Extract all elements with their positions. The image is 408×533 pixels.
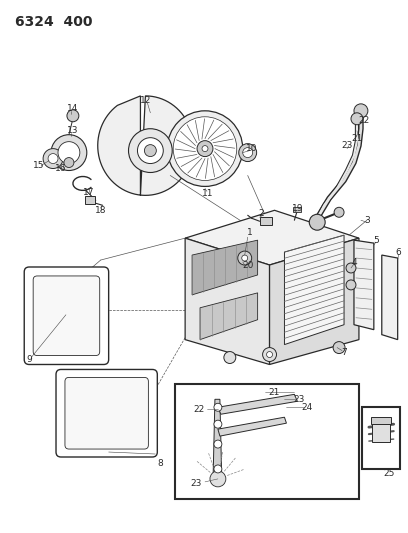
Polygon shape — [284, 235, 344, 345]
Circle shape — [351, 113, 363, 125]
Text: 24: 24 — [302, 403, 313, 412]
FancyBboxPatch shape — [56, 369, 157, 457]
Text: 6324  400: 6324 400 — [15, 15, 93, 29]
Polygon shape — [98, 96, 193, 196]
Polygon shape — [213, 399, 222, 484]
Text: 7: 7 — [341, 348, 347, 357]
Bar — [372, 424, 390, 442]
Bar — [85, 196, 95, 204]
Circle shape — [346, 280, 356, 290]
Text: 14: 14 — [67, 104, 79, 114]
Circle shape — [224, 352, 236, 364]
Text: 20: 20 — [242, 261, 253, 270]
Circle shape — [173, 117, 237, 181]
Circle shape — [129, 129, 172, 173]
Circle shape — [48, 154, 58, 164]
Text: 17: 17 — [83, 188, 95, 197]
Polygon shape — [192, 240, 257, 295]
Circle shape — [210, 471, 226, 487]
Circle shape — [58, 142, 80, 164]
Text: 12: 12 — [140, 96, 151, 106]
Text: 6: 6 — [396, 247, 401, 256]
Text: 10: 10 — [246, 144, 257, 153]
Text: 23: 23 — [191, 479, 202, 488]
Polygon shape — [185, 211, 359, 265]
Circle shape — [266, 352, 273, 358]
Bar — [259, 217, 272, 225]
Circle shape — [243, 148, 253, 158]
Polygon shape — [185, 238, 270, 365]
Text: 4: 4 — [351, 257, 357, 266]
FancyBboxPatch shape — [24, 267, 109, 365]
Text: 23: 23 — [341, 141, 353, 150]
Text: 23: 23 — [294, 395, 305, 404]
Circle shape — [214, 403, 222, 411]
Text: 21: 21 — [269, 388, 280, 397]
Text: 13: 13 — [67, 126, 79, 135]
Circle shape — [309, 214, 325, 230]
Text: 9: 9 — [27, 355, 32, 364]
Polygon shape — [354, 240, 374, 330]
Text: 22: 22 — [194, 405, 205, 414]
Text: 19: 19 — [292, 204, 303, 213]
Text: 15: 15 — [33, 161, 45, 170]
Polygon shape — [218, 417, 286, 436]
Circle shape — [64, 158, 74, 167]
Circle shape — [137, 138, 163, 164]
Polygon shape — [382, 255, 398, 340]
Circle shape — [197, 141, 213, 157]
Polygon shape — [218, 394, 297, 414]
Circle shape — [214, 465, 222, 473]
FancyBboxPatch shape — [65, 377, 149, 449]
Polygon shape — [270, 238, 359, 365]
Circle shape — [333, 342, 345, 353]
Circle shape — [238, 251, 252, 265]
Text: 5: 5 — [373, 236, 379, 245]
Text: 1: 1 — [247, 228, 253, 237]
Text: 25: 25 — [383, 470, 395, 479]
FancyBboxPatch shape — [33, 276, 100, 356]
Bar — [362, 407, 400, 469]
Bar — [175, 384, 359, 499]
Circle shape — [242, 255, 248, 261]
Bar — [371, 417, 391, 424]
Text: 8: 8 — [157, 459, 163, 469]
Circle shape — [67, 110, 79, 122]
Circle shape — [43, 149, 63, 168]
Bar — [293, 207, 302, 212]
Circle shape — [334, 207, 344, 217]
Circle shape — [214, 420, 222, 428]
Text: 16: 16 — [55, 164, 67, 173]
Text: 22: 22 — [358, 116, 370, 125]
Polygon shape — [200, 293, 257, 340]
Text: 2: 2 — [259, 209, 264, 218]
Text: 11: 11 — [202, 189, 214, 198]
Text: 18: 18 — [95, 206, 106, 215]
Circle shape — [167, 111, 243, 187]
Circle shape — [51, 135, 87, 171]
Circle shape — [239, 144, 257, 161]
Circle shape — [354, 104, 368, 118]
Text: 21: 21 — [351, 134, 363, 143]
Circle shape — [263, 348, 277, 361]
Text: 3: 3 — [364, 216, 370, 225]
Circle shape — [144, 144, 156, 157]
Circle shape — [202, 146, 208, 151]
Circle shape — [346, 263, 356, 273]
Circle shape — [214, 440, 222, 448]
